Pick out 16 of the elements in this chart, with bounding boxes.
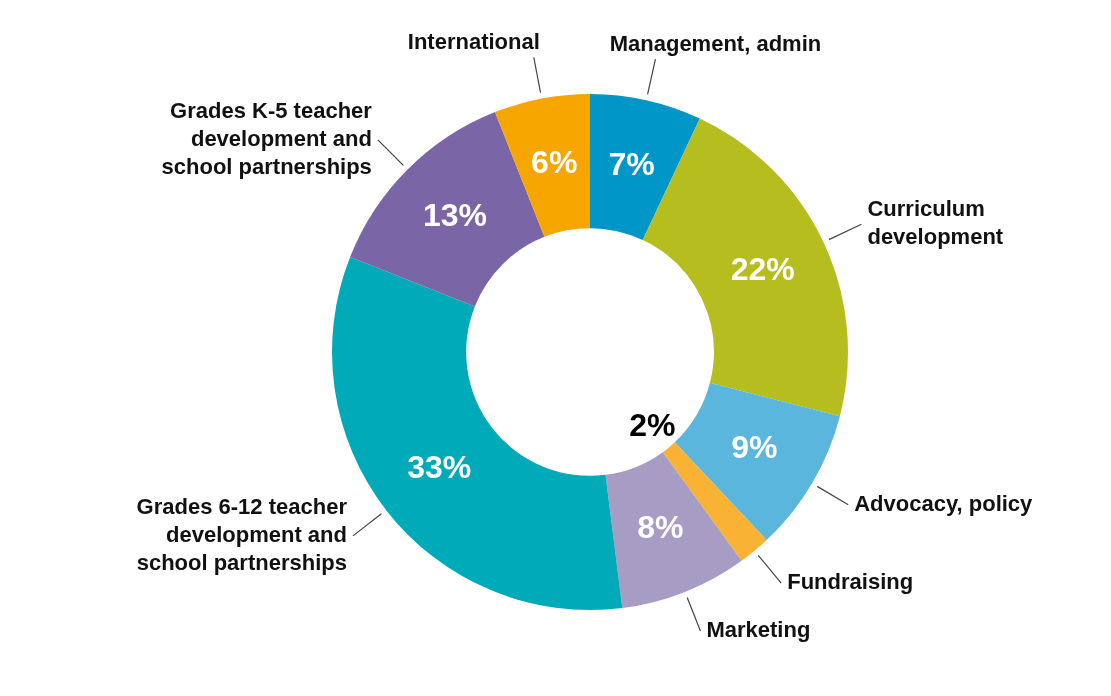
data-label: 2% [629,407,676,444]
slice-label: Marketing [706,617,811,642]
data-label: 22% [730,250,795,287]
data-label: 9% [731,429,778,466]
slice-label: Fundraising [787,569,914,595]
data-label: 7% [608,145,655,182]
data-label: 8% [637,509,684,546]
data-label: 6% [531,144,578,181]
data-label: 13% [422,196,488,233]
data-label: 33% [407,448,472,485]
slice-label: International [407,29,540,55]
slice-label: Curriculum development [867,196,1004,250]
slice-label: Grades 6-12 teacher development and school partnerships [136,493,348,575]
slice-label: Advocacy, policy [854,490,1034,516]
slice-label: Management, admin [609,31,822,57]
slice-label: Grades K-5 teacher development and school partnerships [161,97,373,179]
